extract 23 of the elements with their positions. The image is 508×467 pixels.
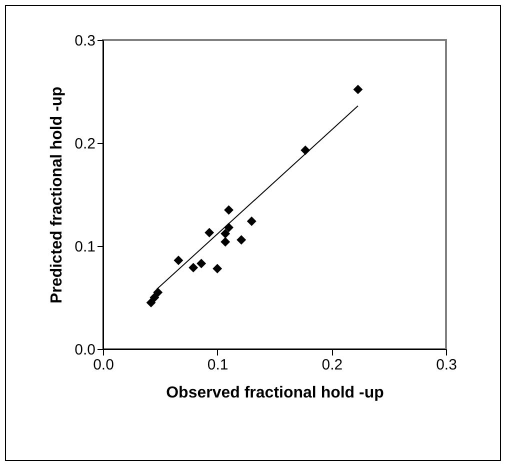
point [196,258,206,268]
point [220,237,230,247]
x-axis-title: Observed fractional hold -up [166,384,384,402]
y-axis-title: Predicted fractional hold -up [48,86,66,304]
point [353,84,363,94]
point [212,264,222,274]
x-tick-label: 0.3 [436,356,457,374]
y-tick-label: 0.3 [74,32,96,50]
point [236,235,246,245]
point [146,298,156,308]
point [150,292,160,302]
x-tick-label: 0.0 [93,356,114,374]
point [220,228,230,238]
point [224,205,234,215]
y-tick-label: 0.0 [74,342,96,358]
point [246,216,256,226]
point [204,228,214,238]
x-tick-label: 0.1 [207,356,228,374]
x-tick-label: 0.2 [322,356,343,374]
point [174,256,184,266]
y-tick-label: 0.1 [74,238,96,256]
y-tick-label: 0.2 [74,136,96,152]
point [188,262,198,272]
